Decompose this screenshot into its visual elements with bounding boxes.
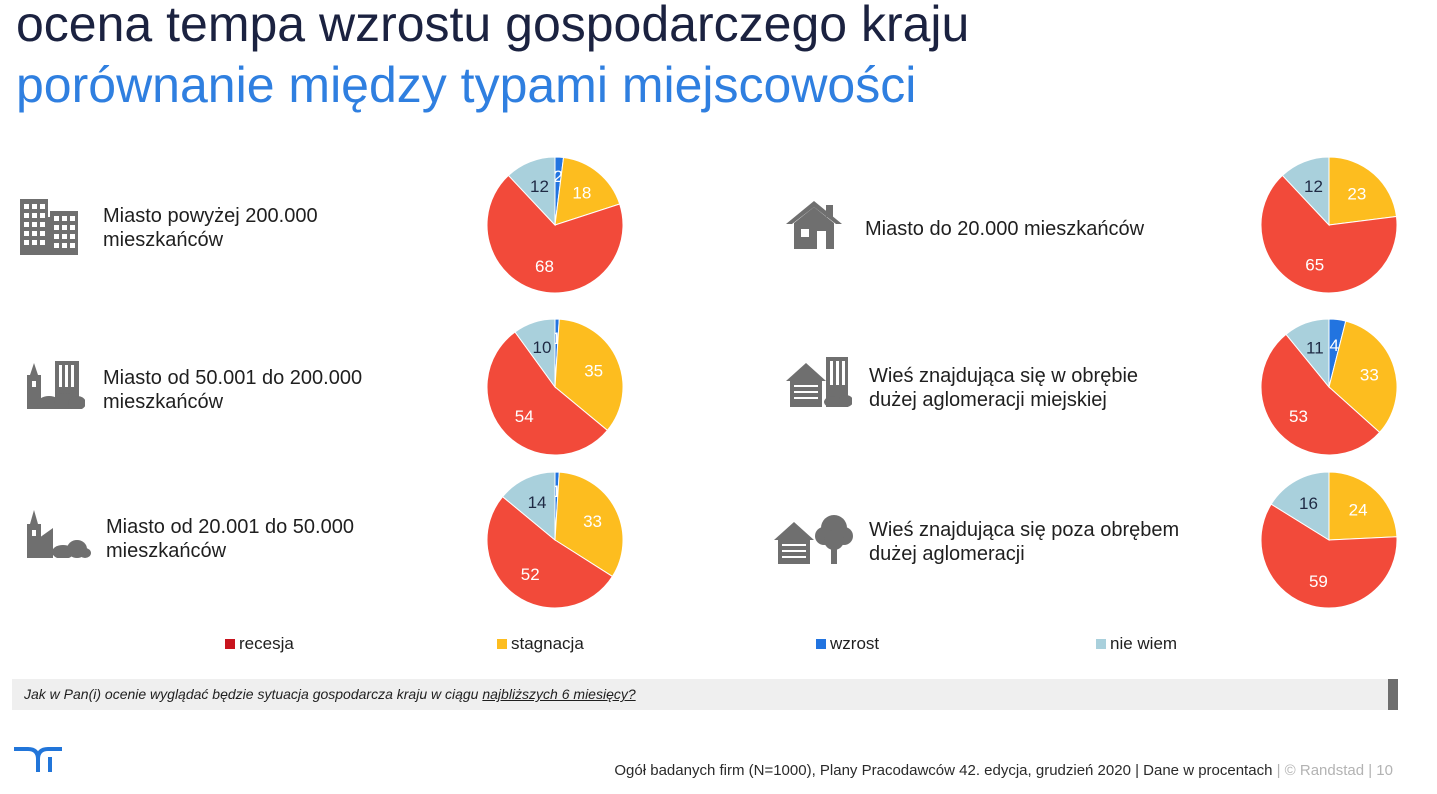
pie-slice-nie-wiem xyxy=(514,318,556,389)
survey-question-text: Jak w Pan(i) ocenie wyglądać będzie sytu… xyxy=(24,686,483,702)
pie-data-label-nie-wiem: 12 xyxy=(530,177,549,196)
legend-label: stagnacja xyxy=(511,634,584,653)
pie-slice-recesja xyxy=(1260,333,1381,456)
pie-chart-city-200k: 2 18 68 12 xyxy=(486,156,624,294)
village-suburb-icon xyxy=(786,357,852,407)
panel-label-line: Miasto od 50.001 do 200.000 xyxy=(103,367,363,389)
pie-data-label-recesja: 54 xyxy=(515,407,534,426)
page-subtitle: porównanie między typami miejscowości xyxy=(16,57,917,113)
pie-data-label-stagnacja: 18 xyxy=(572,184,591,203)
panel-label-city-20k-50k: Miasto od 20.001 do 50.000 mieszkańców xyxy=(106,515,354,563)
pie-slice-nie-wiem xyxy=(1281,156,1330,227)
page-title: ocena tempa wzrostu gospodarczego kraju xyxy=(16,0,970,52)
pie-slice-nie-wiem xyxy=(507,156,556,227)
pie-slice-recesja xyxy=(486,174,624,294)
legend-label: wzrost xyxy=(830,634,880,653)
pie-data-label-stagnacja: 33 xyxy=(583,512,602,531)
pie-data-label-recesja: 52 xyxy=(521,565,540,584)
panel-label-line: mieszkańców xyxy=(106,540,227,562)
pie-slice-stagnacja xyxy=(1328,471,1398,541)
survey-question-emphasis: najbliższych 6 miesięcy? xyxy=(482,686,636,702)
pie-data-label-wzrost: 1 xyxy=(552,482,561,501)
pie-slice-recesja xyxy=(1260,503,1398,609)
footer-copyright: | © Randstad | 10 xyxy=(1276,762,1393,779)
panel-label-line: Wieś znajdująca się poza obrębem xyxy=(869,519,1180,541)
pie-slice-stagnacja xyxy=(1328,320,1398,434)
legend-swatch xyxy=(225,639,235,649)
panel-label-village-outside: Wieś znajdująca się poza obrębem dużej a… xyxy=(869,518,1179,566)
pie-slice-recesja xyxy=(486,331,609,456)
pie-chart-village-inside: 4 33 53 11 xyxy=(1260,318,1398,456)
pie-slice-nie-wiem xyxy=(1270,471,1330,541)
pie-data-label-wzrost: 1 xyxy=(552,329,561,348)
office-buildings-icon xyxy=(20,199,78,255)
survey-question: Jak w Pan(i) ocenie wyglądać będzie sytu… xyxy=(24,686,636,702)
pie-data-label-recesja: 59 xyxy=(1309,572,1328,591)
legend-item-recesja: recesja xyxy=(225,634,294,654)
house-icon xyxy=(786,201,842,249)
panel-label-line: mieszkańców xyxy=(103,391,224,413)
panel-label-line: Miasto powyżej 200.000 xyxy=(103,205,318,227)
town-church-icon xyxy=(27,510,91,558)
pie-data-label-nie-wiem: 11 xyxy=(1306,338,1324,357)
pie-slice-recesja xyxy=(1260,174,1398,294)
pie-slice-stagnacja xyxy=(554,318,624,432)
pie-data-label-recesja: 53 xyxy=(1289,407,1308,426)
pie-data-label-stagnacja: 23 xyxy=(1347,184,1366,203)
chart-legend: recesja stagnacja wzrost nie wiem xyxy=(0,634,1437,656)
panel-label-city-20k: Miasto do 20.000 mieszkańców xyxy=(865,217,1144,241)
panel-label-city-50k-200k: Miasto od 50.001 do 200.000 mieszkańców xyxy=(103,366,362,414)
village-tree-icon xyxy=(774,515,853,564)
panel-label-line: dużej aglomeracji miejskiej xyxy=(869,389,1107,411)
pie-slice-nie-wiem xyxy=(501,471,556,542)
footer-source: Ogół badanych firm (N=1000), Plany Praco… xyxy=(614,762,1393,779)
legend-swatch xyxy=(497,639,507,649)
panel-label-line: dużej aglomeracji xyxy=(869,543,1025,565)
pie-data-label-nie-wiem: 12 xyxy=(1304,177,1323,196)
pie-data-label-nie-wiem: 14 xyxy=(528,493,547,512)
pie-chart-village-outside: 24 59 16 xyxy=(1260,471,1398,609)
pie-data-label-nie-wiem: 10 xyxy=(533,338,552,357)
legend-swatch xyxy=(816,639,826,649)
pie-slice-nie-wiem xyxy=(1285,318,1330,389)
pie-slice-stagnacja xyxy=(554,156,621,226)
panel-label-line: Wieś znajdująca się w obrębie xyxy=(869,365,1139,387)
panel-label-line: Miasto od 20.001 do 50.000 xyxy=(106,516,354,538)
pie-data-label-recesja: 65 xyxy=(1305,256,1324,275)
panel-label-village-inside: Wieś znajdująca się w obrębie dużej aglo… xyxy=(869,364,1138,412)
pie-chart-city-20k: 23 65 12 xyxy=(1260,156,1398,294)
question-bar-accent xyxy=(1388,679,1398,710)
footer-source-text: Ogół badanych firm (N=1000), Plany Praco… xyxy=(614,762,1273,779)
pie-data-label-nie-wiem: 16 xyxy=(1299,494,1318,513)
legend-item-wzrost: wzrost xyxy=(816,634,879,654)
pie-data-label-stagnacja: 35 xyxy=(584,361,603,380)
pie-chart-city-20k-50k: 1 33 52 14 xyxy=(486,471,624,609)
city-church-icon xyxy=(27,361,85,409)
legend-label: recesja xyxy=(239,634,294,653)
legend-label: nie wiem xyxy=(1110,634,1178,653)
panel-label-city-200k: Miasto powyżej 200.000 mieszkańców xyxy=(103,204,318,252)
pie-data-label-stagnacja: 24 xyxy=(1349,500,1368,519)
legend-item-nie-wiem: nie wiem xyxy=(1096,634,1177,654)
legend-swatch xyxy=(1096,639,1106,649)
panel-label-line: mieszkańców xyxy=(103,229,224,251)
pie-slice-stagnacja xyxy=(1328,156,1398,226)
panel-label-line: Miasto do 20.000 mieszkańców xyxy=(865,218,1145,240)
pie-data-label-stagnacja: 33 xyxy=(1360,366,1379,385)
pie-chart-city-50k-200k: 1 35 54 10 xyxy=(486,318,624,456)
pie-data-label-recesja: 68 xyxy=(535,257,554,276)
pie-data-label-wzrost: 4 xyxy=(1329,336,1338,355)
legend-item-stagnacja: stagnacja xyxy=(497,634,584,654)
pie-data-label-wzrost: 2 xyxy=(553,167,562,186)
pie-slice-recesja xyxy=(486,495,614,609)
randstad-logo-icon xyxy=(14,747,62,772)
survey-question-bar: Jak w Pan(i) ocenie wyglądać będzie sytu… xyxy=(12,679,1398,710)
